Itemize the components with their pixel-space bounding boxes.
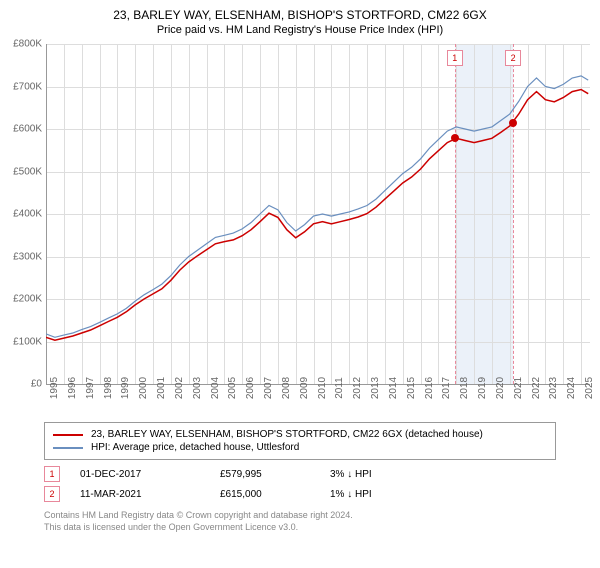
sale-diff-2: 1% ↓ HPI: [330, 489, 450, 500]
x-tick-label: 2003: [192, 377, 203, 399]
series-hpi: [46, 76, 588, 337]
sale-diff-1: 3% ↓ HPI: [330, 469, 450, 480]
legend-label-property: 23, BARLEY WAY, ELSENHAM, BISHOP'S STORT…: [91, 429, 483, 440]
sale-dot: [451, 134, 459, 142]
sale-price-2: £615,000: [220, 489, 330, 500]
y-tick-label: £400K: [13, 209, 42, 220]
x-tick-label: 2023: [548, 377, 559, 399]
x-tick-label: 2010: [317, 377, 328, 399]
chart-container: 23, BARLEY WAY, ELSENHAM, BISHOP'S STORT…: [0, 8, 600, 568]
x-tick-label: 2001: [156, 377, 167, 399]
y-tick-label: £100K: [13, 336, 42, 347]
x-tick-label: 2009: [299, 377, 310, 399]
legend: 23, BARLEY WAY, ELSENHAM, BISHOP'S STORT…: [44, 422, 556, 460]
y-tick-label: £800K: [13, 39, 42, 50]
sale-row-2: 2 11-MAR-2021 £615,000 1% ↓ HPI: [44, 486, 556, 502]
x-tick-label: 2016: [424, 377, 435, 399]
x-tick-label: 2000: [138, 377, 149, 399]
y-tick-label: £300K: [13, 251, 42, 262]
x-tick-label: 2012: [352, 377, 363, 399]
x-tick-label: 2006: [245, 377, 256, 399]
series-svg: [46, 44, 590, 384]
x-tick-label: 2024: [566, 377, 577, 399]
y-tick-label: £500K: [13, 166, 42, 177]
x-tick-label: 2013: [370, 377, 381, 399]
legend-swatch-property: [53, 434, 83, 436]
footnote-line-2: This data is licensed under the Open Gov…: [44, 522, 556, 534]
x-tick-label: 2018: [459, 377, 470, 399]
footnote-line-1: Contains HM Land Registry data © Crown c…: [44, 510, 556, 522]
y-tick-label: £600K: [13, 124, 42, 135]
sale-row-1: 1 01-DEC-2017 £579,995 3% ↓ HPI: [44, 466, 556, 482]
x-tick-label: 2021: [513, 377, 524, 399]
x-tick-label: 2025: [584, 377, 595, 399]
x-tick-label: 2020: [495, 377, 506, 399]
x-tick-label: 2014: [388, 377, 399, 399]
x-tick-label: 2011: [334, 377, 345, 399]
x-tick-label: 2005: [227, 377, 238, 399]
x-tick-label: 2022: [531, 377, 542, 399]
x-tick-label: 1998: [103, 377, 114, 399]
x-tick-label: 2004: [210, 377, 221, 399]
legend-label-hpi: HPI: Average price, detached house, Uttl…: [91, 442, 299, 453]
x-tick-label: 1999: [120, 377, 131, 399]
footnote: Contains HM Land Registry data © Crown c…: [44, 510, 556, 533]
sale-price-1: £579,995: [220, 469, 330, 480]
x-tick-label: 2017: [441, 377, 452, 399]
legend-item-property: 23, BARLEY WAY, ELSENHAM, BISHOP'S STORT…: [53, 429, 547, 440]
legend-item-hpi: HPI: Average price, detached house, Uttl…: [53, 442, 547, 453]
chart-subtitle: Price paid vs. HM Land Registry's House …: [0, 24, 600, 36]
sale-marker-1: 1: [44, 466, 60, 482]
sale-dot: [509, 119, 517, 127]
sales-table: 1 01-DEC-2017 £579,995 3% ↓ HPI 2 11-MAR…: [44, 466, 556, 502]
plot-area: 12: [46, 44, 590, 384]
sale-date-2: 11-MAR-2021: [80, 489, 220, 500]
x-tick-label: 1996: [67, 377, 78, 399]
x-tick-label: 2008: [281, 377, 292, 399]
y-tick-label: £700K: [13, 81, 42, 92]
chart-area: 12 £0£100K£200K£300K£400K£500K£600K£700K…: [46, 44, 590, 414]
sale-marker-2: 2: [44, 486, 60, 502]
x-tick-label: 2015: [406, 377, 417, 399]
y-tick-label: £200K: [13, 294, 42, 305]
y-tick-label: £0: [31, 379, 42, 390]
chart-title: 23, BARLEY WAY, ELSENHAM, BISHOP'S STORT…: [0, 8, 600, 22]
x-tick-label: 2019: [477, 377, 488, 399]
x-tick-label: 1997: [85, 377, 96, 399]
x-tick-label: 2007: [263, 377, 274, 399]
x-tick-label: 2002: [174, 377, 185, 399]
sale-date-1: 01-DEC-2017: [80, 469, 220, 480]
x-tick-label: 1995: [49, 377, 60, 399]
legend-swatch-hpi: [53, 447, 83, 449]
